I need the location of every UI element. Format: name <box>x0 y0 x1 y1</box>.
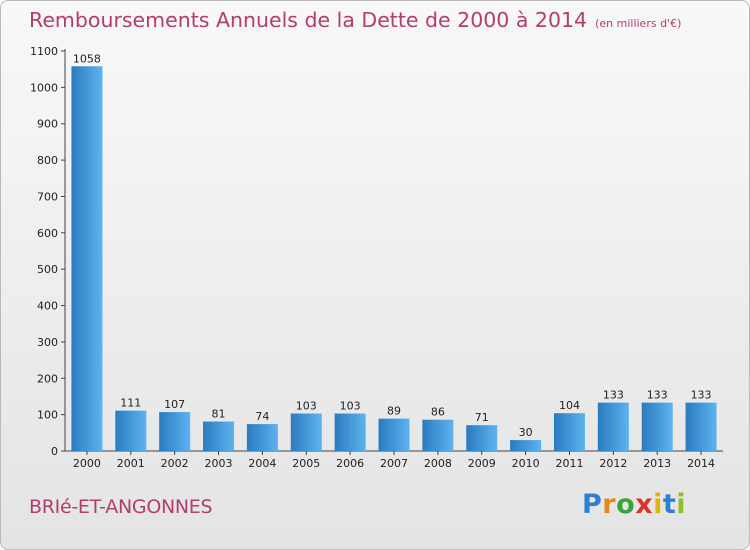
x-tick-label: 2010 <box>512 457 540 470</box>
x-tick-label: 2011 <box>555 457 583 470</box>
bar-value-label: 133 <box>603 389 624 402</box>
bar <box>159 412 191 451</box>
brand-letter: o <box>616 489 636 520</box>
bar-value-label: 104 <box>559 399 580 412</box>
bar <box>466 425 498 451</box>
x-tick-label: 2014 <box>687 457 715 470</box>
x-tick-label: 2012 <box>599 457 627 470</box>
bar <box>510 440 542 451</box>
bar-value-label: 81 <box>212 408 226 421</box>
bar <box>378 418 410 451</box>
chart-unit: (en milliers d'€) <box>595 17 682 30</box>
x-tick-label: 2000 <box>73 457 101 470</box>
brand-letter: P <box>582 489 603 520</box>
brand-letter: i <box>653 489 663 520</box>
bar-value-label: 74 <box>255 410 269 423</box>
x-tick-label: 2004 <box>248 457 276 470</box>
bar <box>71 66 103 451</box>
bar <box>246 424 278 451</box>
brand-letter: x <box>635 489 654 520</box>
brand-letter: t <box>662 489 677 520</box>
bar <box>422 419 454 451</box>
bar-value-label: 1058 <box>73 52 101 65</box>
bar-value-label: 103 <box>296 400 317 413</box>
x-tick-label: 2006 <box>336 457 364 470</box>
y-tick-label: 1100 <box>30 45 58 58</box>
y-tick-label: 100 <box>37 409 58 422</box>
brand-letter: i <box>676 489 687 520</box>
bar <box>685 402 717 451</box>
x-tick-label: 2008 <box>424 457 452 470</box>
bar <box>641 402 673 451</box>
bar <box>597 402 629 451</box>
commune-name: BRIé-ET-ANGONNES <box>29 496 213 518</box>
x-tick-label: 2003 <box>205 457 233 470</box>
x-tick-label: 2001 <box>117 457 145 470</box>
brand-letter: r <box>602 489 617 520</box>
bar-value-label: 103 <box>340 400 361 413</box>
y-tick-label: 500 <box>37 263 58 276</box>
bar-value-label: 133 <box>691 389 712 402</box>
y-tick-label: 600 <box>37 227 58 240</box>
bar-value-label: 30 <box>519 426 533 439</box>
y-tick-label: 700 <box>37 190 58 203</box>
bar <box>115 410 147 451</box>
y-tick-label: 0 <box>51 445 58 458</box>
y-tick-label: 400 <box>37 300 58 313</box>
bar-value-label: 89 <box>387 405 401 418</box>
bar <box>334 413 366 451</box>
bar-value-label: 111 <box>120 397 141 410</box>
bar-value-label: 133 <box>647 389 668 402</box>
bar <box>290 413 322 451</box>
y-tick-label: 300 <box>37 336 58 349</box>
bar <box>203 421 235 451</box>
x-tick-label: 2002 <box>161 457 189 470</box>
chart-title-text: Remboursements Annuels de la Dette de 20… <box>29 8 588 32</box>
x-tick-label: 2005 <box>292 457 320 470</box>
brand-logo: Proxiti <box>582 489 686 520</box>
x-tick-label: 2009 <box>468 457 496 470</box>
bar <box>553 413 585 451</box>
bar-value-label: 71 <box>475 411 489 424</box>
bar-value-label: 86 <box>431 406 445 419</box>
chart-title: Remboursements Annuels de la Dette de 20… <box>29 8 681 32</box>
y-tick-label: 800 <box>37 154 58 167</box>
bar-value-label: 107 <box>164 398 185 411</box>
x-tick-label: 2007 <box>380 457 408 470</box>
y-tick-label: 200 <box>37 372 58 385</box>
x-tick-label: 2013 <box>643 457 671 470</box>
y-tick-label: 1000 <box>30 81 58 94</box>
y-tick-label: 900 <box>37 118 58 131</box>
